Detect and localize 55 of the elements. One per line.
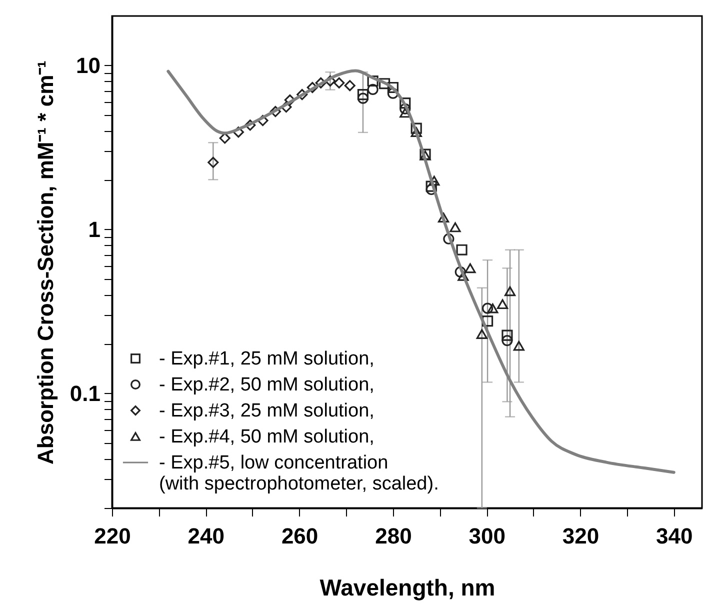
x-tick-label: 240 bbox=[188, 524, 225, 548]
point bbox=[357, 88, 369, 100]
point bbox=[456, 244, 468, 256]
point bbox=[244, 120, 256, 131]
y-axis-title: Absorption Cross-Section, mM⁻¹ * cm⁻¹ bbox=[32, 60, 58, 464]
point bbox=[504, 286, 516, 296]
point bbox=[315, 77, 326, 88]
point bbox=[270, 106, 281, 118]
point bbox=[296, 88, 308, 100]
point bbox=[438, 212, 450, 222]
x-tick-label: 280 bbox=[375, 524, 412, 548]
point bbox=[443, 233, 454, 244]
point bbox=[400, 108, 411, 118]
point bbox=[450, 222, 461, 232]
point bbox=[426, 180, 437, 192]
point bbox=[334, 77, 345, 88]
x-axis-title: Wavelength, nm bbox=[320, 574, 496, 600]
legend-label: - Exp.#1, 25 mM solution, bbox=[159, 348, 374, 370]
y-tick-label: 0.1 bbox=[70, 380, 100, 406]
x-tick-label: 220 bbox=[94, 524, 131, 548]
point bbox=[476, 329, 488, 339]
x-tick-label: 260 bbox=[281, 524, 318, 548]
point bbox=[400, 98, 411, 109]
legend-label: - Exp.#3, 25 mM solution, bbox=[159, 400, 374, 422]
x-tick-label: 320 bbox=[562, 524, 600, 548]
point bbox=[387, 82, 398, 94]
x-tick-label: 340 bbox=[656, 524, 693, 548]
point bbox=[219, 132, 230, 144]
point bbox=[367, 84, 378, 95]
point bbox=[306, 82, 318, 94]
point bbox=[513, 340, 524, 351]
point bbox=[410, 122, 422, 134]
point bbox=[482, 302, 494, 314]
line-series bbox=[166, 69, 676, 474]
y-tick-label: 1 bbox=[88, 216, 100, 242]
point bbox=[458, 271, 469, 281]
point bbox=[482, 316, 494, 327]
point bbox=[428, 176, 440, 186]
point bbox=[367, 75, 378, 87]
point bbox=[496, 299, 508, 310]
point bbox=[487, 303, 498, 314]
point bbox=[357, 92, 369, 104]
legend-label: - Exp.#4, 50 mM solution, bbox=[159, 426, 374, 448]
point bbox=[502, 334, 513, 346]
point bbox=[464, 263, 476, 274]
point bbox=[378, 78, 390, 90]
point bbox=[410, 127, 422, 137]
point bbox=[454, 266, 466, 278]
point bbox=[208, 156, 219, 168]
legend-label: - Exp.#2, 50 mM solution, bbox=[159, 374, 374, 396]
y-tick-label: 10 bbox=[76, 52, 100, 78]
legend-label: - Exp.#5, low concentration (with spectrophotometer, scaled). bbox=[159, 452, 439, 494]
point bbox=[344, 80, 356, 92]
x-tick-label: 300 bbox=[468, 524, 506, 548]
point bbox=[502, 330, 513, 341]
